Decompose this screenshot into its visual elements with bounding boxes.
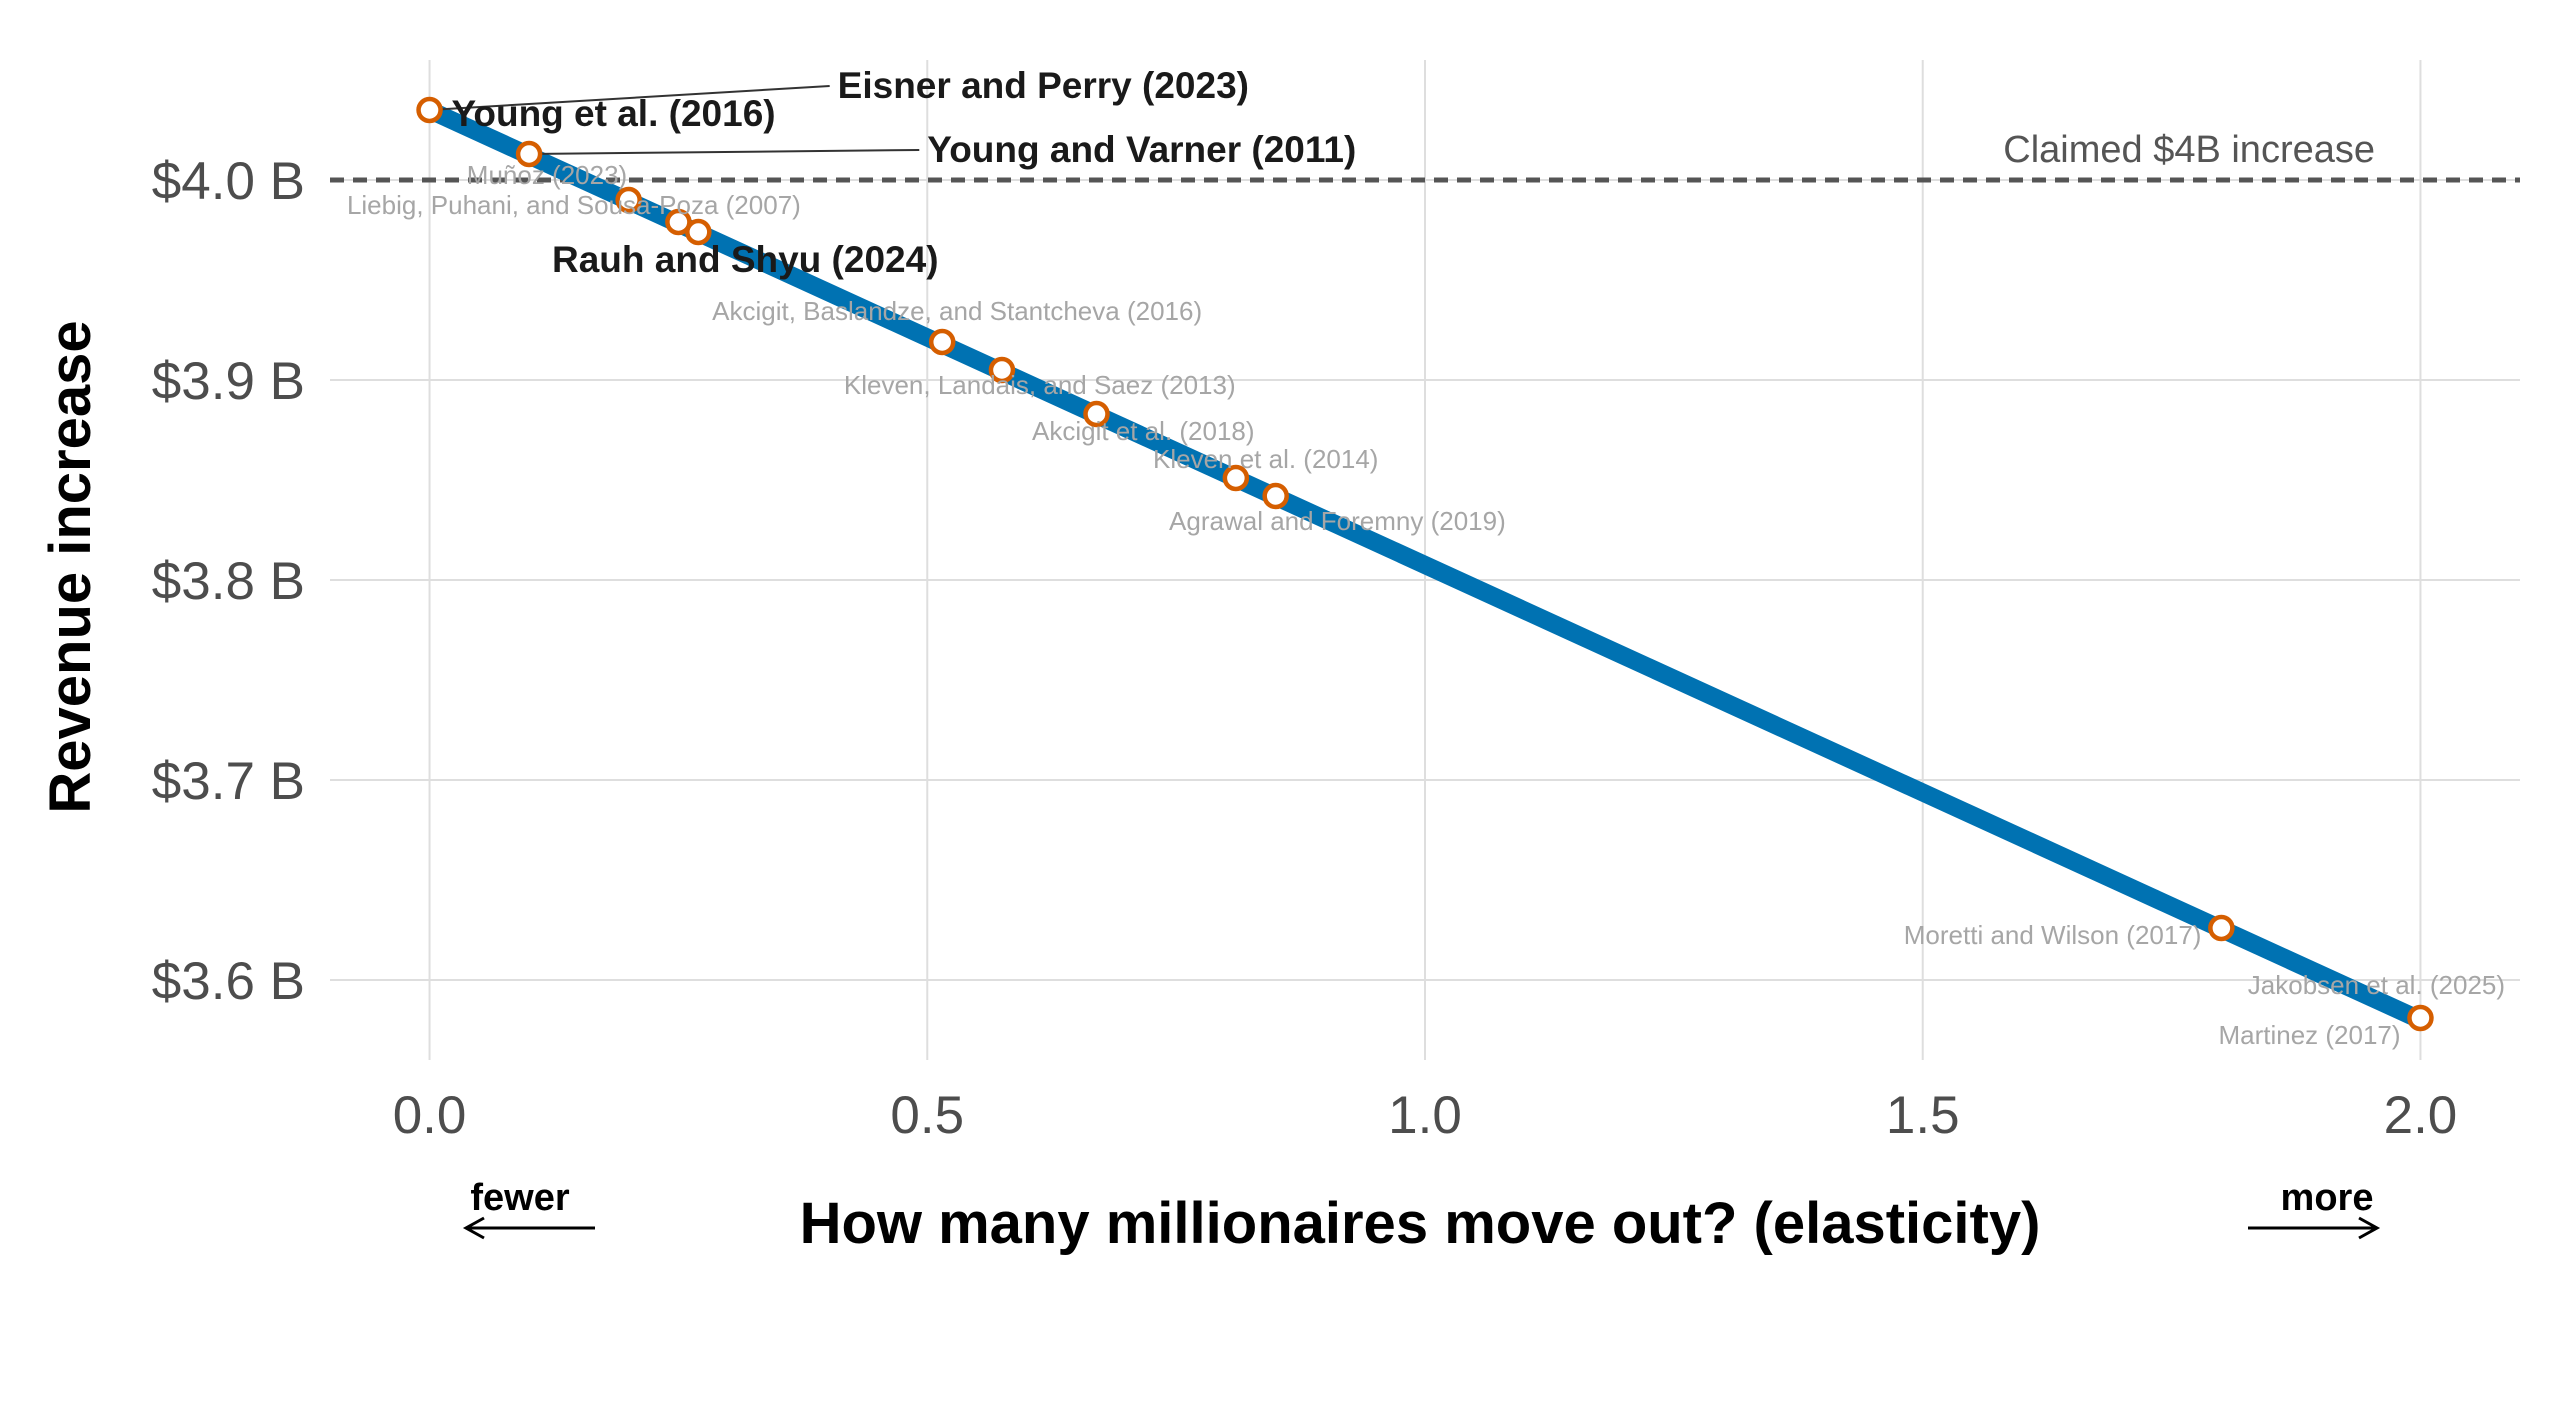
y-tick-label: $3.9 B — [152, 352, 305, 411]
fewer-direction: fewer — [462, 1177, 595, 1240]
study-point — [2208, 914, 2235, 942]
study-label: Martinez (2017) — [2218, 1020, 2400, 1050]
y-axis-title: Revenue increase — [38, 320, 103, 813]
x-tick-label: 2.0 — [2384, 1086, 2458, 1145]
y-tick-label: $3.8 B — [152, 552, 305, 611]
study-label: Liebig, Puhani, and Sousa-Poza (2007) — [347, 190, 801, 220]
label-leader-lines — [429, 85, 920, 155]
x-tick-label: 1.5 — [1886, 1086, 1960, 1145]
more-label: more — [2281, 1177, 2374, 1219]
claimed-increase-reference: Claimed $4B increase — [330, 129, 2520, 183]
study-label: Moretti and Wilson (2017) — [1904, 920, 2202, 950]
fewer-label: fewer — [470, 1177, 569, 1219]
x-axis-ticks: 0.0 0.5 1.0 1.5 2.0 — [393, 1086, 2458, 1145]
y-tick-label: $4.0 B — [152, 152, 305, 211]
study-point — [928, 328, 956, 356]
study-label-highlight: Eisner and Perry (2023) — [838, 65, 1249, 106]
study-label-highlight: Young et al. (2016) — [451, 93, 775, 134]
study-label: Agrawal and Foremny (2019) — [1169, 506, 1506, 536]
study-label: Jakobsen et al. (2025) — [2248, 970, 2505, 1000]
study-point — [988, 356, 1016, 384]
leader-line — [429, 85, 830, 111]
x-axis-title: How many millionaires move out? (elastic… — [800, 1191, 2041, 1256]
study-point — [2407, 1004, 2434, 1032]
study-point — [615, 186, 642, 214]
study-label-highlight: Rauh and Shyu (2024) — [552, 239, 939, 280]
more-direction: more — [2248, 1177, 2381, 1240]
claimed-increase-label: Claimed $4B increase — [2003, 129, 2375, 171]
study-label: Muñoz (2023) — [467, 160, 627, 190]
revenue-line — [425, 101, 2425, 1029]
more-arrow-head — [2358, 1216, 2381, 1240]
study-point — [416, 96, 443, 124]
study-label: Akcigit, Baslandze, and Stantcheva (2016… — [712, 296, 1202, 326]
y-axis-ticks: $3.6 B $3.7 B $3.8 B $3.9 B $4.0 B — [152, 152, 305, 1011]
x-tick-label: 0.5 — [890, 1086, 964, 1145]
study-point — [1262, 482, 1289, 510]
fewer-arrow-head — [462, 1216, 485, 1240]
y-tick-label: $3.6 B — [152, 952, 305, 1011]
study-label: Akcigit et al. (2018) — [1032, 416, 1255, 446]
study-point — [1083, 400, 1110, 428]
x-tick-label: 1.0 — [1388, 1086, 1462, 1145]
study-label: Kleven et al. (2014) — [1153, 444, 1378, 474]
leader-line — [529, 149, 920, 155]
revenue-series — [425, 101, 2425, 1029]
study-point — [685, 218, 712, 246]
study-labels: Eisner and Perry (2023) Young et al. (201… — [347, 65, 2505, 1050]
study-point — [515, 140, 543, 168]
study-point — [1222, 464, 1250, 492]
y-tick-label: $3.7 B — [152, 752, 305, 811]
x-tick-label: 0.0 — [393, 1086, 467, 1145]
study-points — [416, 96, 2434, 1032]
study-point — [665, 208, 692, 236]
study-label: Kleven, Landais, and Saez (2013) — [844, 370, 1236, 400]
study-label-highlight: Young and Varner (2011) — [927, 129, 1356, 170]
